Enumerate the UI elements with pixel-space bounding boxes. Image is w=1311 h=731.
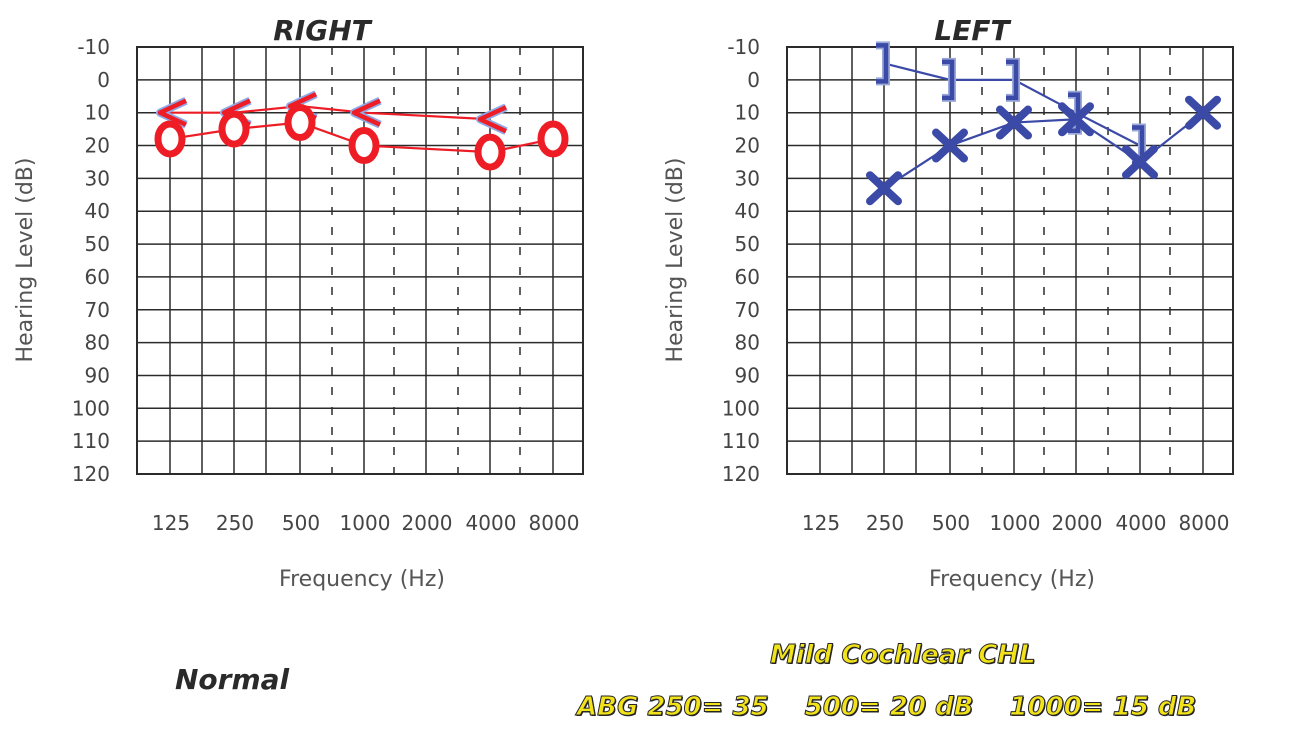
air-conduction-marker <box>348 127 380 165</box>
y-tick-label: 80 <box>735 331 760 355</box>
y-tick-label: 70 <box>735 298 760 322</box>
bone-conduction-marker <box>351 98 381 127</box>
air-conduction-marker <box>1122 144 1158 179</box>
air-conduction-marker <box>1185 95 1221 130</box>
x-axis-label: Frequency (Hz) <box>279 567 445 592</box>
air-conduction-marker <box>866 171 902 206</box>
x-tick-label: 125 <box>152 511 190 535</box>
y-tick-label: 80 <box>85 331 110 355</box>
x-tick-label: 500 <box>932 511 970 535</box>
y-tick-label: 120 <box>722 462 760 486</box>
y-tick-label: 110 <box>72 429 110 453</box>
left-ear-audiogram: -10 0 10 20 30 40 50 60 70 80 90 100 110 120 125 250 500… <box>663 14 1234 592</box>
y-tick-label: 60 <box>735 265 760 289</box>
abg-500-value: 500= 20 dB <box>804 692 974 723</box>
right-grid <box>136 46 584 475</box>
y-tick-label: -10 <box>727 35 760 59</box>
y-tick-label: 10 <box>735 101 760 125</box>
x-tick-label: 4000 <box>466 511 517 535</box>
left-grid <box>786 46 1234 475</box>
y-tick-label: 50 <box>735 232 760 256</box>
air-conduction-marker <box>284 104 316 142</box>
left-ear-diagnosis-caption: Mild Cochlear CHL <box>770 640 1037 671</box>
bone-conduction-marker <box>157 98 187 127</box>
abg-1000-value: 1000= 15 dB <box>1009 692 1197 723</box>
air-conduction-marker <box>932 128 968 163</box>
y-tick-label: 90 <box>85 363 110 387</box>
x-tick-label: 2000 <box>402 511 453 535</box>
air-conduction-marker <box>1058 102 1094 137</box>
air-conduction-marker <box>154 120 186 158</box>
y-tick-label: -10 <box>77 35 110 59</box>
right-series-1 <box>154 104 569 171</box>
y-axis-label: Hearing Level (dB) <box>13 158 38 363</box>
y-tick-label: 50 <box>85 232 110 256</box>
abg-250-value: ABG 250= 35 <box>577 692 770 723</box>
air-conduction-marker <box>218 110 250 148</box>
chart-title: LEFT <box>934 14 1011 47</box>
air-bone-gap-caption: ABG 250= 35 500= 20 dB 1000= 15 dB <box>577 692 1197 723</box>
air-conduction-marker <box>996 105 1032 140</box>
air-conduction-marker <box>474 133 506 171</box>
air-conduction-marker <box>537 120 569 158</box>
x-tick-label: 8000 <box>529 511 580 535</box>
y-tick-label: 100 <box>722 396 760 420</box>
left-series-0 <box>876 41 1146 168</box>
y-tick-label: 10 <box>85 101 110 125</box>
x-tick-label: 250 <box>866 511 904 535</box>
y-tick-label: 90 <box>735 363 760 387</box>
x-axis-label: Frequency (Hz) <box>929 567 1095 592</box>
plot-frame <box>786 46 1234 475</box>
y-tick-label: 60 <box>85 265 110 289</box>
y-tick-label: 70 <box>85 298 110 322</box>
x-tick-label: 4000 <box>1116 511 1167 535</box>
x-tick-label: 8000 <box>1179 511 1230 535</box>
x-tick-label: 500 <box>282 511 320 535</box>
y-tick-label: 30 <box>85 166 110 190</box>
plot-frame <box>136 46 584 475</box>
y-tick-label: 40 <box>85 199 110 223</box>
bone-conduction-marker <box>1006 59 1019 101</box>
x-tick-label: 1000 <box>990 511 1041 535</box>
y-axis-label: Hearing Level (dB) <box>663 158 688 363</box>
y-tick-label: 20 <box>85 134 110 158</box>
left-series-1 <box>866 95 1221 206</box>
y-tick-label: 0 <box>747 68 760 92</box>
y-tick-label: 20 <box>735 134 760 158</box>
x-tick-label: 2000 <box>1052 511 1103 535</box>
bone-conduction-marker <box>942 59 955 101</box>
bone-conduction-marker <box>876 43 889 84</box>
x-tick-label: 250 <box>216 511 254 535</box>
y-tick-label: 40 <box>735 199 760 223</box>
y-tick-label: 30 <box>735 166 760 190</box>
right-ear-audiogram: -10 0 10 20 30 40 50 60 70 80 90 100 110 120 125 250 500… <box>13 14 584 592</box>
bone-conduction-marker <box>477 105 507 134</box>
right-ear-result-caption: Normal <box>175 663 290 696</box>
x-tick-label: 1000 <box>340 511 391 535</box>
y-tick-label: 120 <box>72 462 110 486</box>
x-tick-label: 125 <box>802 511 840 535</box>
y-tick-label: 100 <box>72 396 110 420</box>
chart-title: RIGHT <box>273 14 372 47</box>
y-tick-label: 0 <box>97 68 110 92</box>
y-tick-label: 110 <box>722 429 760 453</box>
